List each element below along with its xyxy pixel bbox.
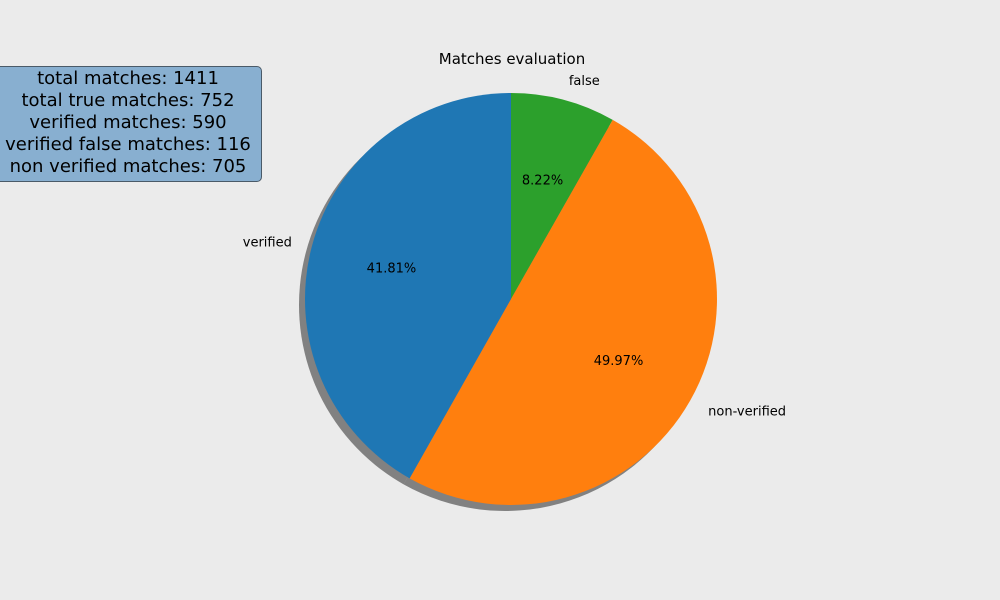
pie-category-label-non-verified: non-verified xyxy=(708,405,786,420)
pie-pct-label-false: 8.22% xyxy=(522,173,563,188)
pie-labels: 8.22% false 49.97% non-verified 41.81% verifi… xyxy=(243,74,786,420)
pie-category-label-verified: verified xyxy=(243,235,292,250)
stats-line-total-matches: total matches: 1411 xyxy=(37,68,219,89)
pie-slice-false xyxy=(511,93,613,299)
pie-slice-non-verified xyxy=(409,119,717,505)
stats-box: total matches: 1411 total true matches: … xyxy=(0,66,262,182)
pie-slice-verified xyxy=(305,93,511,479)
stats-line-verified-matches: verified matches: 590 xyxy=(29,112,227,133)
chart-title: Matches evaluation xyxy=(439,50,585,68)
stats-line-verified-false-matches: verified false matches: 116 xyxy=(5,134,251,155)
pie-slices xyxy=(305,93,717,505)
stats-line-non-verified-matches: non verified matches: 705 xyxy=(9,156,247,177)
pie-category-label-false: false xyxy=(569,74,600,89)
pie-pct-label-verified: 41.81% xyxy=(367,262,417,277)
stats-line-total-true-matches: total true matches: 752 xyxy=(21,90,235,111)
pie-pct-label-non-verified: 49.97% xyxy=(594,354,644,369)
